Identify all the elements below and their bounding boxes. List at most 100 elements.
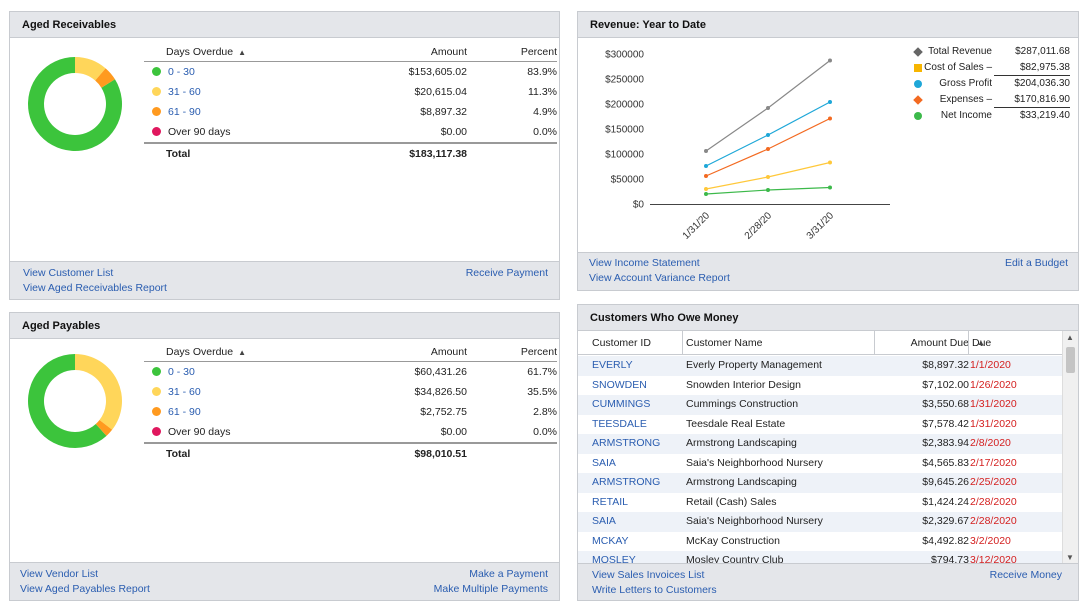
view-aged-payables-report-link[interactable]: View Aged Payables Report — [20, 583, 150, 595]
bucket-percent: 83.9% — [527, 66, 557, 78]
table-row[interactable]: MCKAY McKay Construction $4,492.82 3/2/2020 — [578, 532, 1065, 552]
panel-title: Aged Receivables — [10, 12, 559, 38]
view-customer-list-link[interactable]: View Customer List — [23, 267, 114, 279]
customer-name-header[interactable]: Customer Name — [686, 337, 763, 349]
customer-name: Armstrong Landscaping — [686, 437, 797, 449]
customer-id-link[interactable]: CUMMINGS — [592, 398, 651, 410]
aging-bucket[interactable]: 31 - 60 — [152, 382, 201, 402]
diamond-marker-icon — [913, 95, 923, 105]
due-date: 3/2/2020 — [970, 534, 1011, 547]
bucket-amount: $20,615.04 — [414, 86, 467, 98]
vertical-scrollbar[interactable]: ▲ ▼ — [1062, 331, 1078, 564]
customer-name: Teesdale Real Estate — [686, 417, 786, 430]
table-row[interactable]: ARMSTRONG Armstrong Landscaping $9,645.26 2… — [578, 473, 1065, 493]
customer-id-header[interactable]: Customer ID — [592, 337, 651, 349]
panel-footer: View Sales Invoices List Write Letters t… — [578, 563, 1078, 600]
donut-slice — [27, 354, 107, 448]
days-overdue-header[interactable]: Days Overdue ▲ — [166, 346, 247, 358]
table-row[interactable]: EVERLY Everly Property Management $8,897.3… — [578, 356, 1065, 376]
aging-row: Over 90 days $0.00 0.0% — [144, 422, 557, 442]
payables-table: Days Overdue ▲ Amount Percent 0 - 30 $60,4… — [144, 342, 557, 462]
sort-asc-icon: ▲ — [238, 48, 247, 57]
amount-due: $9,645.26 — [922, 476, 969, 488]
view-income-statement-link[interactable]: View Income Statement — [589, 257, 700, 269]
days-overdue-header[interactable]: Days Overdue ▲ — [166, 46, 247, 58]
customer-id-link[interactable]: ARMSTRONG — [592, 476, 661, 488]
data-point — [766, 133, 770, 137]
bucket-percent: 2.8% — [533, 406, 557, 418]
data-point — [766, 188, 770, 192]
table-row[interactable]: SNOWDEN Snowden Interior Design $7,102.00 1… — [578, 376, 1065, 396]
total-row: Total $98,010.51 — [144, 442, 557, 462]
table-row[interactable]: TEESDALE Teesdale Real Estate $7,578.42 1/3… — [578, 415, 1065, 435]
legend-name: Total Revenue — [928, 46, 992, 57]
bucket-percent: 4.9% — [533, 106, 557, 118]
aging-bucket[interactable]: 31 - 60 — [152, 82, 201, 102]
bucket-label: 0 - 30 — [168, 366, 195, 378]
y-tick-label: $150000 — [605, 125, 644, 136]
edit-budget-link[interactable]: Edit a Budget — [1004, 257, 1068, 269]
table-row[interactable]: SAIA Saia's Neighborhood Nursery $2,329.67… — [578, 512, 1065, 532]
customer-id-link[interactable]: SNOWDEN — [592, 378, 647, 391]
customer-name: Retail (Cash) Sales — [686, 495, 777, 508]
table-row[interactable]: CUMMINGS Cummings Construction $3,550.68 1/… — [578, 395, 1065, 415]
view-vendor-list-link[interactable]: View Vendor List — [20, 568, 99, 580]
legend-item: Total Revenue $287,011.68 — [913, 44, 1070, 60]
customer-name: Cummings Construction — [686, 398, 799, 410]
aging-bucket[interactable]: 0 - 30 — [152, 62, 195, 82]
column-divider — [682, 331, 683, 355]
customer-id-link[interactable]: SAIA — [592, 515, 616, 527]
donut-slice — [95, 68, 115, 88]
table-row[interactable]: ARMSTRONG Armstrong Landscaping $2,383.94 2… — [578, 434, 1065, 454]
due-date: 1/1/2020 — [970, 359, 1011, 371]
view-aged-receivables-report-link[interactable]: View Aged Receivables Report — [23, 282, 167, 294]
customer-id-link[interactable]: TEESDALE — [592, 417, 647, 430]
data-point — [704, 187, 708, 191]
amount-due: $2,383.94 — [922, 437, 969, 449]
scroll-up-icon[interactable]: ▲ — [1066, 333, 1074, 342]
total-amount: $98,010.51 — [414, 448, 467, 460]
receive-payment-link[interactable]: Receive Payment — [465, 267, 548, 279]
bucket-color-dot — [152, 107, 161, 116]
panel-title: Revenue: Year to Date — [578, 12, 1078, 38]
view-account-variance-report-link[interactable]: View Account Variance Report — [589, 272, 730, 284]
customer-id-link[interactable]: RETAIL — [592, 495, 628, 508]
customer-id-link[interactable]: MOSLEY — [592, 554, 636, 564]
bucket-color-dot — [152, 427, 161, 436]
customer-id-link[interactable]: EVERLY — [592, 359, 633, 371]
table-row[interactable]: SAIA Saia's Neighborhood Nursery $4,565.83… — [578, 454, 1065, 474]
bucket-amount: $153,605.02 — [408, 66, 467, 78]
aging-bucket[interactable]: 61 - 90 — [152, 402, 201, 422]
due-date: 1/31/2020 — [970, 398, 1017, 410]
make-a-payment-link[interactable]: Make a Payment — [469, 568, 548, 580]
bucket-percent: 0.0% — [533, 426, 557, 438]
make-multiple-payments-link[interactable]: Make Multiple Payments — [433, 583, 548, 595]
table-row[interactable]: RETAIL Retail (Cash) Sales $1,424.24 2/28/2… — [578, 493, 1065, 513]
aging-bucket[interactable]: 0 - 30 — [152, 362, 195, 382]
customer-id-link[interactable]: SAIA — [592, 456, 616, 469]
series-line — [705, 60, 831, 152]
receivables-donut-chart — [27, 57, 122, 151]
data-point — [828, 100, 832, 104]
amount-due-header[interactable]: Amount Due — [910, 337, 969, 349]
amount-due: $8,897.32 — [922, 359, 969, 371]
write-letters-link[interactable]: Write Letters to Customers — [592, 584, 717, 596]
receive-money-link[interactable]: Receive Money — [989, 569, 1062, 581]
aging-bucket[interactable]: 61 - 90 — [152, 102, 201, 122]
legend-name: Gross Profit — [939, 78, 992, 89]
customer-id-link[interactable]: ARMSTRONG — [592, 437, 661, 449]
square-marker-icon — [914, 64, 922, 72]
bucket-percent: 61.7% — [527, 366, 557, 378]
donut-slice — [75, 57, 106, 81]
bucket-amount: $0.00 — [440, 426, 467, 438]
scroll-thumb[interactable] — [1066, 347, 1075, 373]
table-row[interactable]: MOSLEY Mosley Country Club $794.73 3/12/202… — [578, 551, 1065, 564]
view-sales-invoices-list-link[interactable]: View Sales Invoices List — [592, 569, 705, 581]
scroll-down-icon[interactable]: ▼ — [1066, 553, 1074, 562]
amount-due: $4,565.83 — [922, 456, 969, 469]
customer-id-link[interactable]: MCKAY — [592, 534, 629, 547]
bucket-percent: 0.0% — [533, 126, 557, 138]
payables-donut-chart — [27, 354, 122, 448]
legend-value: $33,219.40 — [1019, 110, 1070, 121]
diamond-marker-icon — [913, 47, 923, 57]
